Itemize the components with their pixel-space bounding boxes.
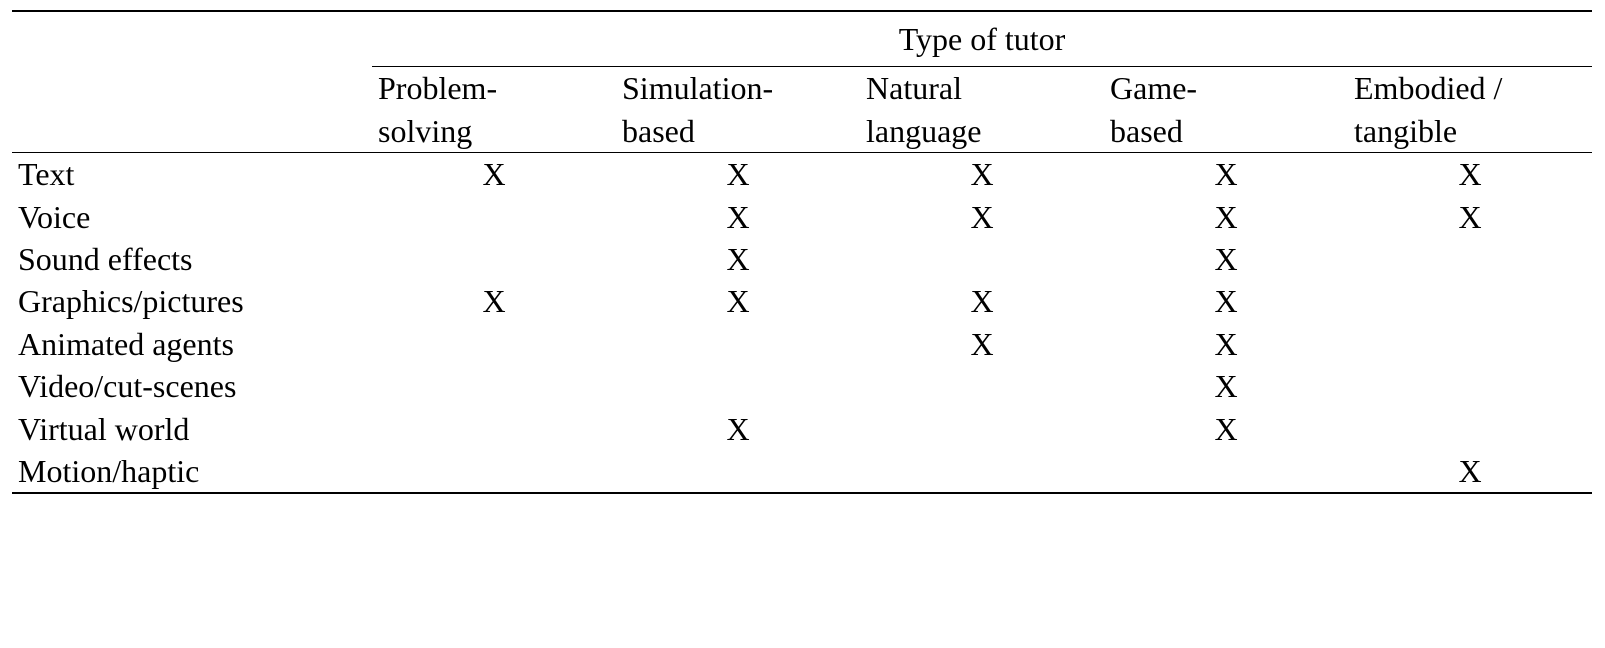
row-label: Graphics/pictures — [18, 283, 244, 319]
mark-cell: X — [726, 199, 749, 235]
table-row: Graphics/pictures X X X X — [12, 280, 1592, 322]
col-0-line1: Problem- — [378, 70, 497, 106]
table-row: Sound effects X X — [12, 238, 1592, 280]
mark-cell: X — [1214, 156, 1237, 192]
row-label: Motion/haptic — [18, 453, 199, 489]
mark-cell: X — [726, 411, 749, 447]
mark-cell: X — [1458, 199, 1481, 235]
col-3-line1: Game- — [1110, 70, 1197, 106]
mark-cell: X — [970, 199, 993, 235]
col-2-line2: language — [866, 113, 982, 149]
table-row: Video/cut-scenes X — [12, 365, 1592, 407]
row-label: Virtual world — [18, 411, 189, 447]
mark-cell: X — [482, 283, 505, 319]
table-row: Motion/haptic X — [12, 450, 1592, 493]
mark-cell: X — [1214, 199, 1237, 235]
row-label: Voice — [18, 199, 90, 235]
row-label: Animated agents — [18, 326, 234, 362]
mark-cell: X — [970, 156, 993, 192]
mark-cell: X — [726, 283, 749, 319]
mark-cell: X — [1458, 156, 1481, 192]
col-1-line1: Simulation- — [622, 70, 773, 106]
col-1-line2: based — [622, 113, 695, 149]
mark-cell: X — [1214, 283, 1237, 319]
table-row: Voice X X X X — [12, 196, 1592, 238]
row-label: Video/cut-scenes — [18, 368, 236, 404]
row-label: Sound effects — [18, 241, 192, 277]
mark-cell: X — [726, 241, 749, 277]
col-0-line2: solving — [378, 113, 472, 149]
mark-cell: X — [1214, 326, 1237, 362]
col-2-line1: Natural — [866, 70, 962, 106]
col-3-line2: based — [1110, 113, 1183, 149]
col-header-row-2: solving based language based tangible — [12, 110, 1592, 153]
spanner-label: Type of tutor — [899, 21, 1066, 57]
col-4-line2: tangible — [1354, 113, 1457, 149]
table-row: Animated agents X X — [12, 323, 1592, 365]
tutor-type-table: Type of tutor Problem- Simulation- Natur… — [12, 10, 1592, 494]
table-row: Text X X X X X — [12, 153, 1592, 196]
mark-cell: X — [970, 283, 993, 319]
mark-cell: X — [1214, 411, 1237, 447]
mark-cell: X — [1214, 241, 1237, 277]
mark-cell: X — [1458, 453, 1481, 489]
top-rule: Type of tutor — [12, 11, 1592, 67]
mark-cell: X — [482, 156, 505, 192]
col-header-row-1: Problem- Simulation- Natural Game- Embod… — [12, 67, 1592, 110]
row-label: Text — [18, 156, 74, 192]
mark-cell: X — [970, 326, 993, 362]
table-row: Virtual world X X — [12, 408, 1592, 450]
mark-cell: X — [1214, 368, 1237, 404]
col-4-line1: Embodied / — [1354, 70, 1502, 106]
mark-cell: X — [726, 156, 749, 192]
